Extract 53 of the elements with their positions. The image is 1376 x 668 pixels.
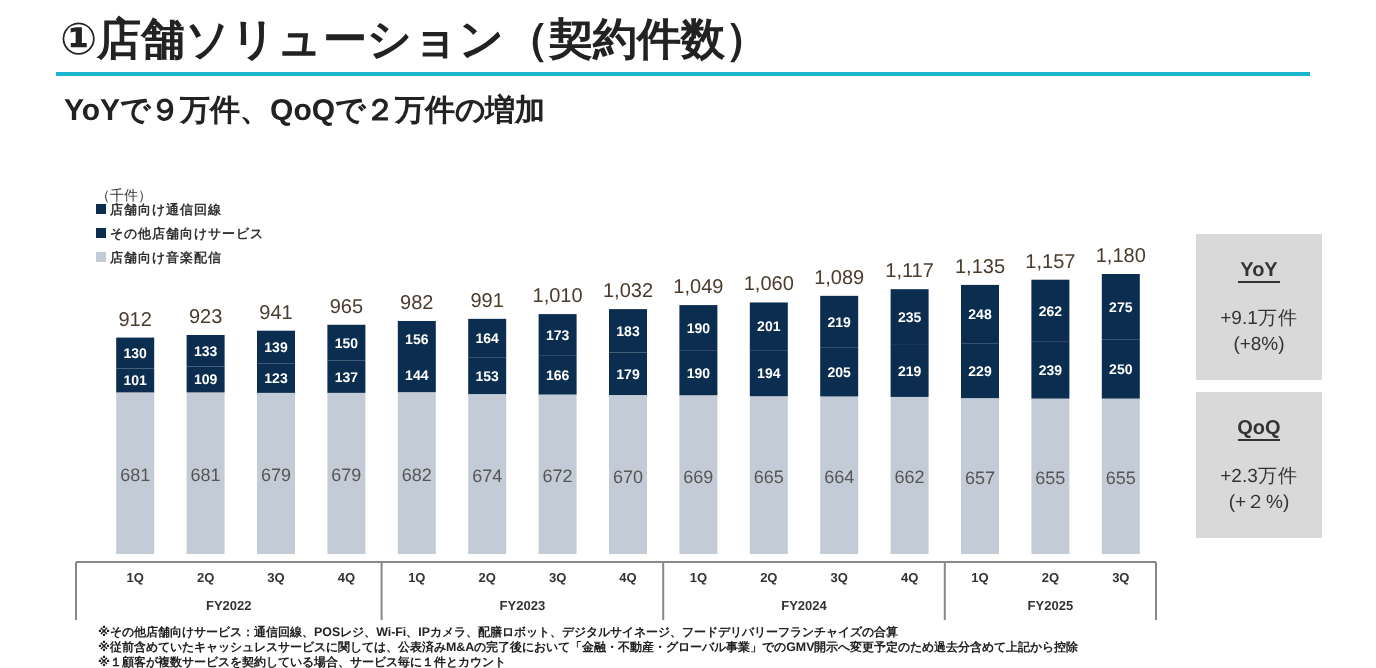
total-label: 1,157 [1025,251,1077,274]
bar [1101,398,1140,554]
total-label: 1,180 [1095,246,1147,268]
total-label: 1,135 [954,256,1006,279]
bar [116,392,155,554]
data-label: 665 [753,467,784,488]
text: QoQ [1237,418,1282,440]
total-label: 1,089 [814,267,866,290]
data-label: 670 [612,466,644,487]
data-label: 662 [894,467,925,488]
bar [327,392,366,554]
data-label: 672 [542,466,573,487]
bar [186,392,225,554]
data-label: 655 [1105,468,1136,489]
total-label: 1,032 [602,281,654,304]
total-label: 923 [188,306,224,329]
data-label: 679 [331,465,362,486]
text: YoY [1240,260,1279,282]
chart-subtitle: YoYで９万件、QoQで２万件の増加 [64,92,546,128]
total-label: 1,010 [532,286,584,309]
bar [1031,398,1070,554]
data-label: 674 [472,466,503,487]
total-label: 991 [470,290,505,313]
bar [538,394,577,554]
total-label: 982 [400,292,435,315]
chart-title: ①店舗ソリューション（契約件数） [60,14,770,64]
bar [890,396,929,554]
bar [749,396,788,554]
data-label: 657 [964,468,996,489]
bar [397,392,436,554]
bar [468,394,507,554]
bar [820,396,859,554]
text: (+２%) [1228,492,1290,514]
bar [609,395,647,554]
total-label: 965 [329,296,364,319]
data-label: 679 [260,465,292,486]
total-label: 1,117 [885,261,935,284]
data-label: 682 [401,465,432,486]
data-label: 655 [1035,468,1066,489]
data-label: 669 [683,466,714,487]
bar [961,398,999,554]
total-label: 941 [259,302,294,325]
bar [679,395,718,554]
total-label: 1,060 [743,274,795,297]
text: +9.1万件 [1220,308,1298,330]
text: +2.3万件 [1220,466,1298,488]
text: (+8%) [1233,334,1285,356]
data-label: 681 [190,465,221,486]
bar [257,392,295,554]
total-label: 912 [118,309,153,332]
data-label: 664 [824,467,855,488]
data-label: 681 [120,465,151,486]
total-label: 1,049 [673,277,725,300]
